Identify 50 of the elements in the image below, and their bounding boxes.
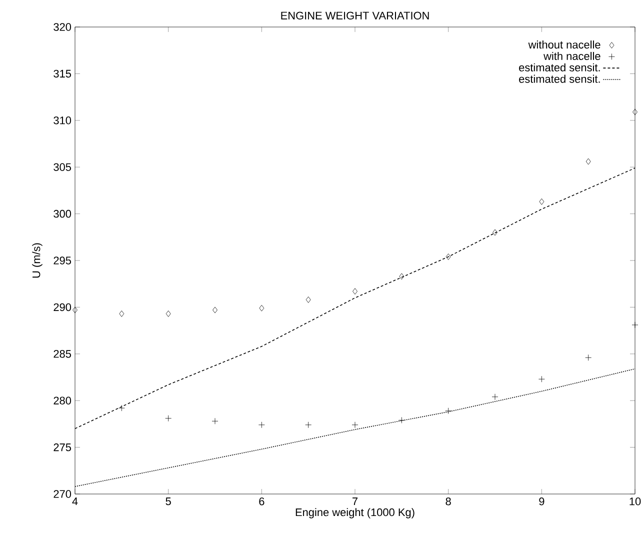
x-tick-label: 9 [539, 498, 544, 506]
point [539, 198, 544, 205]
y-tick-label: 290 [54, 303, 72, 312]
legend-label: estimated sensit. [519, 63, 600, 72]
point [538, 376, 545, 382]
point [632, 108, 638, 116]
point [306, 296, 311, 303]
point [72, 306, 78, 314]
point [492, 229, 498, 236]
point [118, 404, 125, 412]
point [446, 254, 451, 260]
point [352, 288, 358, 295]
y-tick-label: 310 [54, 116, 72, 124]
point [258, 422, 265, 428]
chart-title: ENGINE WEIGHT VARIATION [281, 12, 429, 20]
y-tick-label: 305 [54, 163, 72, 171]
point [399, 273, 404, 280]
point [119, 310, 124, 317]
point [398, 417, 405, 424]
x-tick-label: 4 [72, 498, 78, 506]
point [585, 354, 592, 361]
y-tick-label: 315 [54, 70, 72, 78]
point [259, 304, 264, 312]
x-tick-label: 5 [166, 498, 171, 506]
y-tick-label: 295 [54, 256, 72, 264]
point [492, 394, 498, 400]
legend-label: estimated sensit. [519, 74, 600, 83]
x-axis-title: Engine weight (1000 Kg) [296, 508, 414, 518]
point [632, 322, 638, 328]
point [352, 422, 358, 428]
y-tick-label: 275 [54, 443, 72, 452]
legend-label: with nacelle [544, 52, 600, 60]
y-tick-label: 320 [54, 23, 72, 31]
x-tick-label: 6 [259, 498, 264, 506]
point [165, 415, 172, 422]
y-tick-label: 300 [54, 210, 72, 218]
point [445, 408, 452, 414]
y-axis-title: U (m/s) [32, 243, 42, 278]
point [305, 422, 312, 428]
point [212, 418, 218, 424]
y-tick-label: 270 [54, 490, 72, 498]
point [166, 310, 171, 317]
point [212, 306, 218, 314]
legend-label: without nacelle [528, 40, 600, 49]
x-tick-label: 10 [630, 498, 641, 506]
x-tick-label: 7 [352, 498, 358, 506]
y-tick-label: 280 [54, 396, 72, 404]
point [586, 158, 591, 165]
y-tick-label: 285 [54, 350, 72, 358]
x-tick-label: 8 [446, 498, 451, 506]
